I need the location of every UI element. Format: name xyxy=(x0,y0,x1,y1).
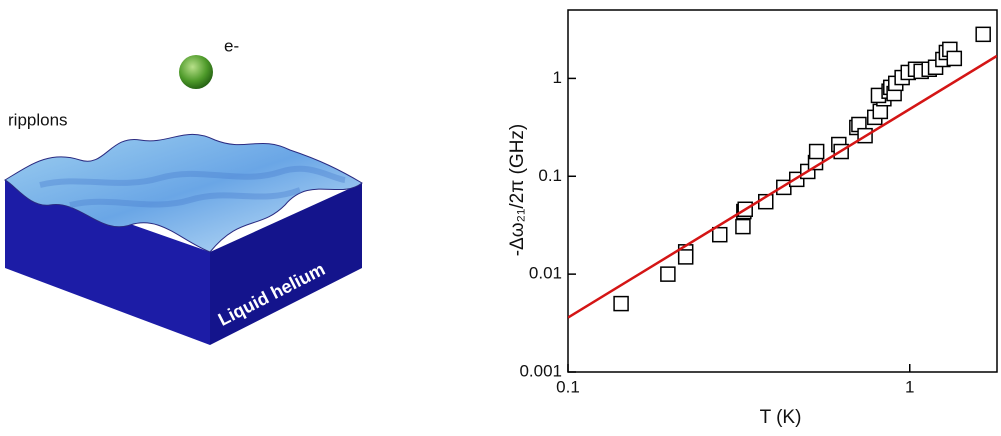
data-point xyxy=(873,104,887,118)
electron-label: e- xyxy=(224,36,239,55)
data-point xyxy=(947,51,961,65)
data-point xyxy=(713,228,727,242)
illustration: e- ripplons Liquid helium xyxy=(5,36,362,345)
ripplons-label: ripplons xyxy=(8,110,68,129)
x-tick-label: 0.1 xyxy=(556,377,580,396)
data-point xyxy=(614,297,628,311)
y-tick-label: 0.1 xyxy=(538,166,562,185)
x-axis-label: T (K) xyxy=(760,407,802,428)
x-tick-label: 1 xyxy=(905,377,914,396)
figure: e- ripplons Liquid helium 0.0010.010.110… xyxy=(0,0,1001,436)
electron xyxy=(179,55,213,89)
fit-line xyxy=(568,56,997,318)
data-point xyxy=(736,220,750,234)
data-point xyxy=(810,145,824,159)
data-point xyxy=(976,27,990,41)
y-axis-label: -Δω₂₁/2π (GHz) xyxy=(507,124,528,257)
y-tick-label: 0.01 xyxy=(529,264,562,283)
data-point xyxy=(661,267,675,281)
y-tick-label: 1 xyxy=(553,68,562,87)
data-point xyxy=(679,250,693,264)
data-layer xyxy=(568,27,997,317)
